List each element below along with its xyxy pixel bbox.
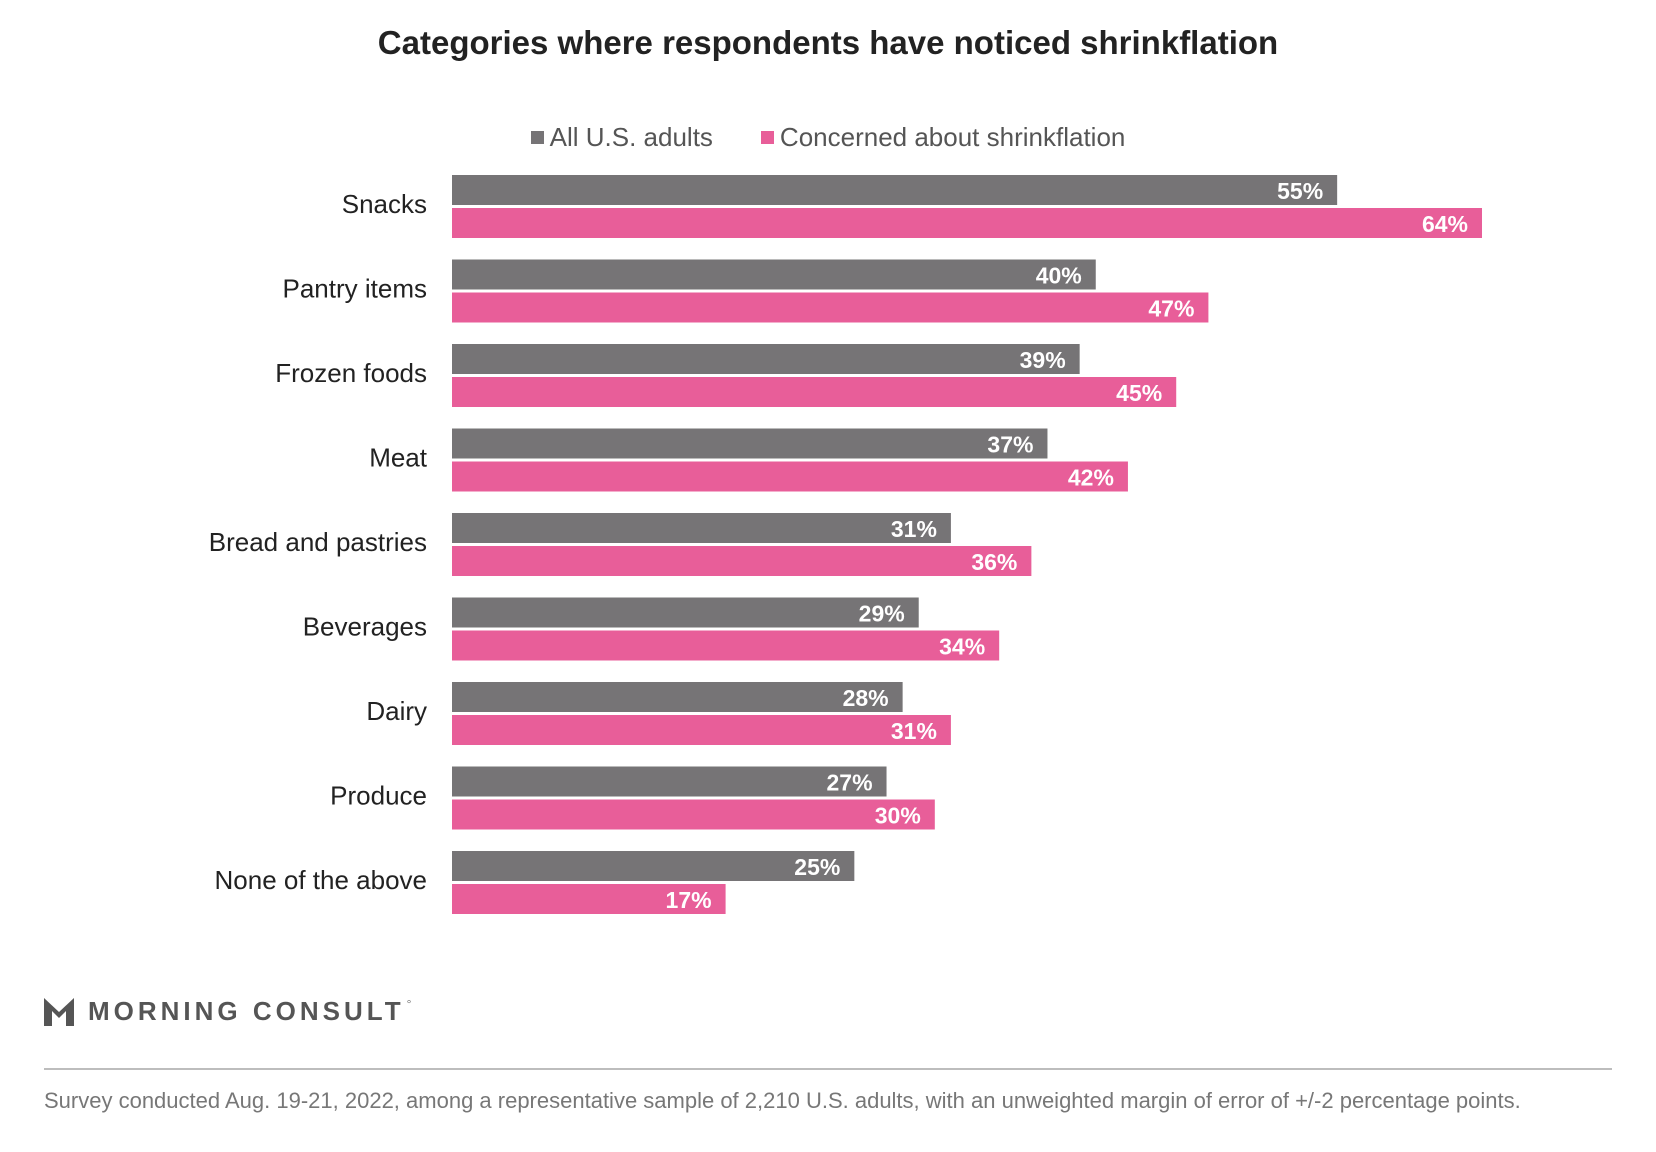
bar-all-adults xyxy=(452,259,1096,290)
bar-concerned xyxy=(452,715,951,745)
legend-item-all-adults: All U.S. adults xyxy=(530,122,713,153)
brand-logo: MORNING CONSULT ° xyxy=(44,996,411,1027)
legend-swatch-pink xyxy=(760,131,774,144)
category-label: Pantry items xyxy=(283,274,428,304)
bar-value-label: 47% xyxy=(1148,296,1194,322)
bar-value-label: 31% xyxy=(891,718,937,744)
footnote: Survey conducted Aug. 19-21, 2022, among… xyxy=(44,1088,1521,1113)
legend-item-concerned: Concerned about shrinkflation xyxy=(760,122,1126,153)
footer-divider xyxy=(44,1068,1612,1070)
bar-all-adults xyxy=(452,175,1338,205)
bar-chart: Snacks 55% 64% Pantry items 40% 47% Frozen foo… xyxy=(209,175,1482,914)
bar-all-adults xyxy=(452,428,1048,459)
bar-all-adults xyxy=(452,597,919,628)
brand-mark: ° xyxy=(406,996,412,1011)
bar-value-label: 45% xyxy=(1116,380,1162,406)
bar-value-label: 29% xyxy=(859,601,905,627)
category-label: None of the above xyxy=(215,865,428,895)
legend-label-concerned: Concerned about shrinkflation xyxy=(779,122,1126,152)
category-label: Bread and pastries xyxy=(209,527,427,557)
category-label: Snacks xyxy=(342,189,427,219)
bar-concerned xyxy=(452,377,1177,407)
bar-value-label: 55% xyxy=(1277,178,1323,204)
chart-legend: All U.S. adults Concerned about shrinkfl… xyxy=(0,122,1656,153)
bar-concerned xyxy=(452,884,726,914)
bar-all-adults xyxy=(452,513,951,543)
bar-value-label: 36% xyxy=(971,549,1017,575)
category-label: Meat xyxy=(369,443,428,473)
category-label: Produce xyxy=(330,781,427,811)
bar-value-label: 37% xyxy=(987,432,1033,458)
bar-concerned xyxy=(452,292,1209,323)
bar-concerned xyxy=(452,799,935,830)
legend-swatch-gray xyxy=(530,131,544,144)
morning-consult-logo-icon xyxy=(44,997,74,1026)
chart-title: Categories where respondents have notice… xyxy=(377,24,1279,61)
bar-concerned xyxy=(452,461,1128,492)
category-label: Beverages xyxy=(303,612,427,642)
bar-value-label: 27% xyxy=(826,770,872,796)
bar-value-label: 42% xyxy=(1068,465,1114,491)
bar-all-adults xyxy=(452,682,903,712)
brand-name: MORNING CONSULT xyxy=(88,996,405,1026)
bar-value-label: 31% xyxy=(891,516,937,542)
bar-all-adults xyxy=(452,851,855,881)
bar-value-label: 39% xyxy=(1020,347,1066,373)
bar-value-label: 25% xyxy=(794,854,840,880)
category-label: Dairy xyxy=(366,696,427,726)
bar-concerned xyxy=(452,208,1482,238)
bar-value-label: 40% xyxy=(1036,263,1082,289)
bar-concerned xyxy=(452,546,1032,576)
bar-value-label: 28% xyxy=(843,685,889,711)
bar-all-adults xyxy=(452,766,887,797)
bar-value-label: 34% xyxy=(939,634,985,660)
bar-value-label: 30% xyxy=(875,803,921,829)
bar-value-label: 64% xyxy=(1422,211,1468,237)
legend-label-all-adults: All U.S. adults xyxy=(549,122,713,152)
bar-value-label: 17% xyxy=(666,887,712,913)
category-label: Frozen foods xyxy=(275,358,427,388)
bar-all-adults xyxy=(452,344,1080,374)
bar-concerned xyxy=(452,630,1000,661)
